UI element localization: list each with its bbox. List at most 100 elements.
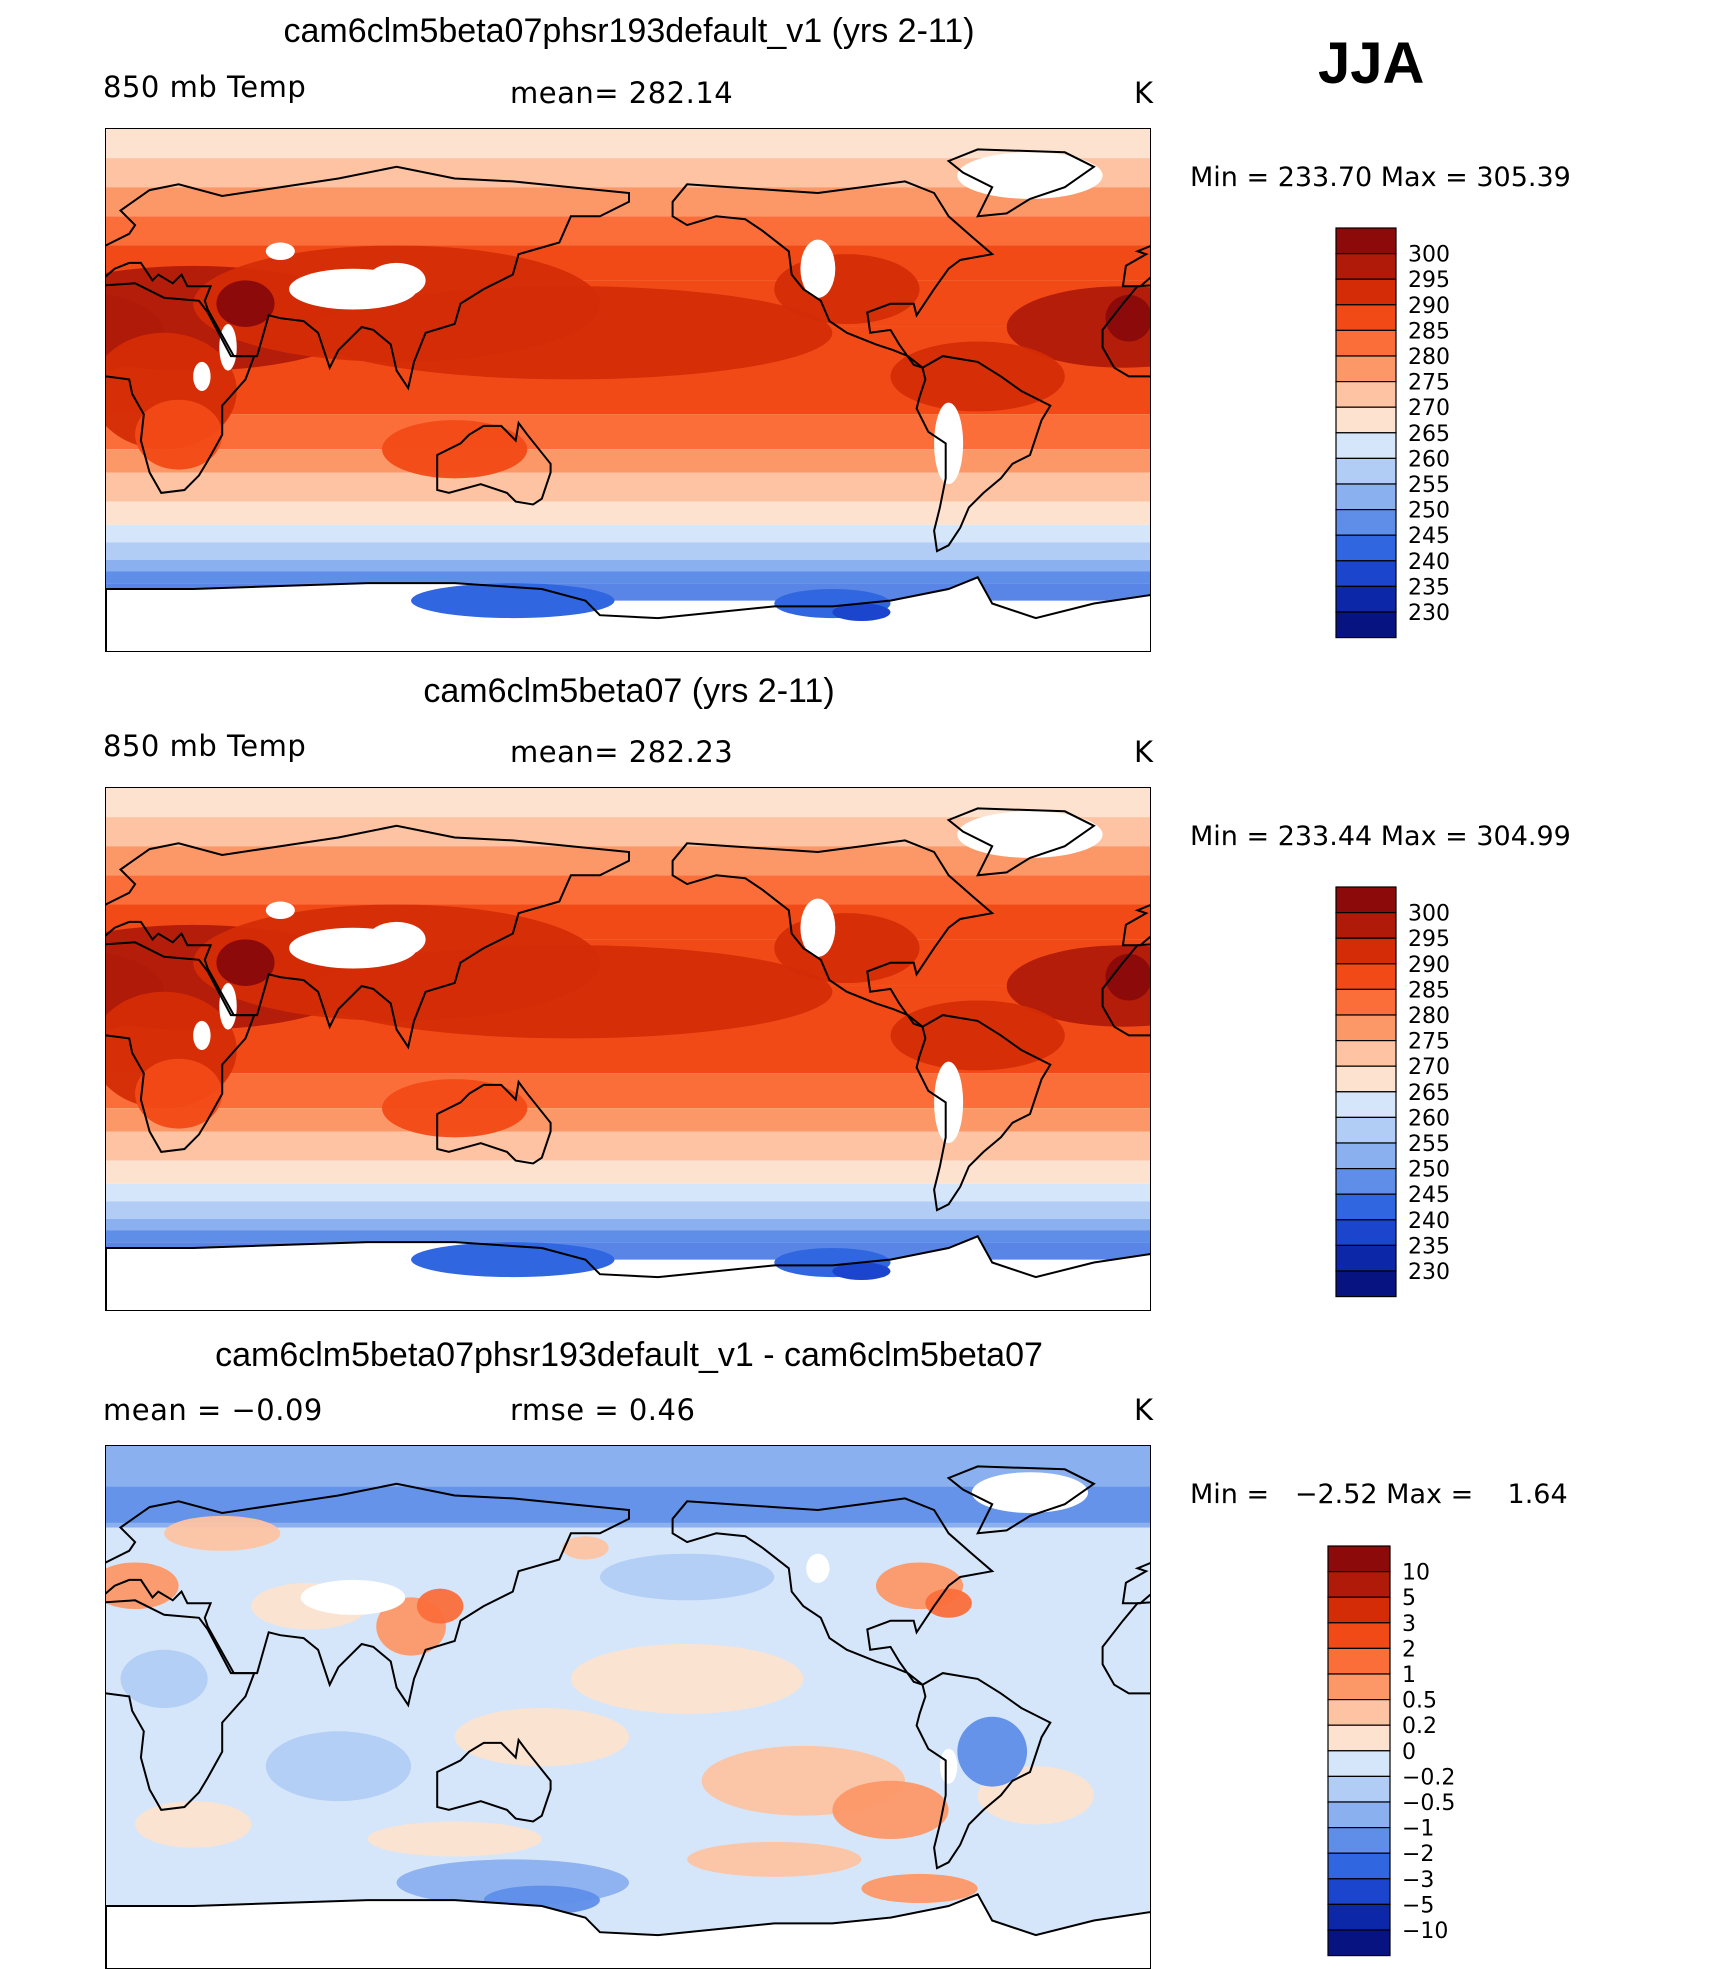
colorbar-swatch [1335,963,1397,991]
colorbar-swatch [1327,1878,1391,1905]
coastline-greenland [946,148,1096,218]
panel-units-difference: K [1134,1393,1154,1427]
contour-hot-spot [216,280,275,327]
minmax-case: Min = 233.70 Max = 305.39 [1190,162,1571,193]
contour-region [135,1801,252,1848]
contour-warm-region [309,286,833,380]
coastline-australia [436,1737,552,1823]
colorbar-swatch [1335,1193,1397,1221]
colorbar-tick-label: 300 [1408,243,1450,268]
missing-data-region [367,262,426,298]
contour-band [106,1108,1150,1132]
contour-hot-spot [1105,953,1150,1001]
colorbar-tick-label: −10 [1402,1919,1448,1944]
panel-units-case: K [1134,76,1154,110]
contour-band [106,414,1150,450]
antarctica-fill [106,1236,1150,1310]
colorbar-tick-label: −3 [1402,1868,1434,1893]
colorbar-swatch [1327,1647,1391,1675]
colorbar-swatch [1335,1142,1397,1170]
contour-warm-region [382,420,528,479]
contour-band [106,449,1150,473]
panel-left-label-control: 850 mb Temp [103,729,307,763]
coastline-africa [106,282,256,494]
colorbar-swatch [1335,560,1397,587]
colorbar-swatch [1327,1699,1391,1726]
colorbar-tick-label: 230 [1408,1260,1450,1285]
colorbar-tick-label: 295 [1408,927,1450,952]
colorbar-tick-label: 5 [1402,1586,1416,1611]
contour-warm-region [135,1058,223,1129]
colorbar-case: 300 295 290 285 280 275 270 265 260 255 250 245 240 2… [1335,227,1476,648]
temperature-field [106,788,1150,1310]
colorbar-tick-label: 250 [1408,1158,1450,1183]
colorbar-tick-label: 0 [1402,1740,1416,1765]
temperature-field [106,129,1150,651]
contour-region [164,1515,281,1551]
contour-band [106,216,1150,246]
colorbar-swatch [1335,278,1397,306]
colorbar-swatch [1335,1014,1397,1042]
contour-region [570,1643,804,1714]
colorbar-swatch [1335,1219,1397,1246]
colorbar-swatch [1327,1545,1391,1573]
antarctica-fill [106,1894,1150,1968]
contour-region [861,1873,978,1904]
missing-data-region [265,242,295,260]
coastlines [106,1465,1150,1968]
colorbar-tick-label: 255 [1408,1132,1450,1157]
missing-data-region [265,901,295,919]
colorbar-swatch [1335,937,1397,965]
map-case [105,128,1151,652]
panel-title-difference: cam6clm5beta07phsr193default_v1 - cam6cl… [215,1336,1043,1374]
season-label: JJA [1318,31,1425,96]
colorbar-tick-label: 3 [1402,1612,1416,1637]
coastline-africa [106,1599,256,1811]
colorbar-swatch [1327,1622,1391,1650]
contour-warm-region [309,945,833,1039]
colorbar-tick-label: 290 [1408,953,1450,978]
colorbar-tick-label: 300 [1408,902,1450,927]
colorbar-tick-label: 285 [1408,319,1450,344]
contour-cold-region [832,603,891,621]
coastline-namerica [671,839,995,1028]
colorbar-tick-label: 250 [1408,499,1450,524]
colorbar-tick-label: 265 [1408,1081,1450,1106]
colorbar-tick-label: 275 [1408,1030,1450,1055]
colorbar-swatch [1335,1065,1397,1093]
colorbar-swatch [1327,1775,1391,1803]
contour-band [106,524,1150,543]
colorbar-swatch [1335,509,1397,536]
colorbar-tick-label: −5 [1402,1893,1434,1918]
colorbar-tick-label: −0.5 [1402,1791,1455,1816]
coastlines [106,148,1150,651]
colorbar-swatch [1335,304,1397,332]
contour-hot-spot [1105,294,1150,342]
colorbar-swatch [1335,585,1397,613]
coastline-namerica [671,1497,995,1686]
colorbar-tick-label: 270 [1408,396,1450,421]
contour-cold-region [411,583,615,619]
missing-data-region [800,239,836,298]
coastline-eurasia [106,165,630,391]
missing-data-region [367,921,426,957]
colorbar-swatch [1335,988,1397,1016]
colorbar-tick-label: 235 [1408,575,1450,600]
antarctica-fill [106,577,1150,651]
difference-field [106,1446,1150,1968]
contour-band [106,542,1150,560]
coastline-antarctica [106,576,1150,651]
colorbar-swatch [1335,1116,1397,1144]
contour-band [106,1183,1150,1202]
coastline-namerica [671,180,995,369]
coastline-greenland [946,807,1096,877]
missing-data-region [193,1020,211,1050]
colorbar-tick-label: −0.2 [1402,1765,1455,1790]
colorbar-tick-label: 285 [1408,978,1450,1003]
coastline-samerica [915,1672,1052,1870]
contour-band [106,1201,1150,1219]
contour-band [106,875,1150,905]
colorbar-swatch [1327,1929,1391,1957]
colorbar-tick-label: 235 [1408,1234,1450,1259]
missing-data-region [193,361,211,391]
